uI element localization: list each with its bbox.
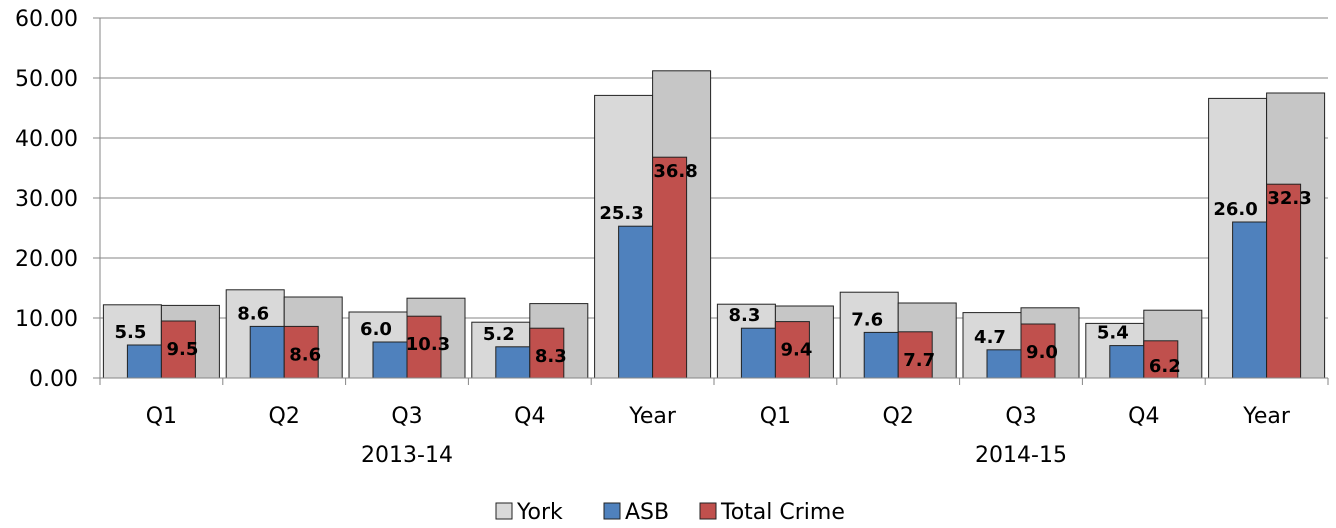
- legend-swatch: [495, 502, 513, 520]
- x-category-label: Year: [628, 404, 677, 429]
- legend-swatch: [699, 502, 717, 520]
- x-category-label: Q4: [1128, 404, 1159, 429]
- legend-label: York: [516, 500, 563, 525]
- x-category-label: Q3: [1005, 404, 1036, 429]
- legend-label: Total Crime: [720, 500, 845, 525]
- data-label-asb: 5.2: [483, 324, 515, 345]
- x-category-label: Q3: [391, 404, 422, 429]
- asb-bar: [618, 225, 654, 379]
- asb-bar: [495, 346, 531, 379]
- data-label-total-crime: 7.7: [903, 350, 935, 371]
- data-label-asb: 6.0: [360, 319, 392, 340]
- asb-bar: [863, 331, 899, 379]
- legend-swatch: [603, 502, 621, 520]
- x-category-label: Q4: [514, 404, 545, 429]
- x-category-label: Q2: [269, 404, 300, 429]
- y-tick-label: 40.00: [15, 127, 78, 152]
- asb-bar: [986, 349, 1022, 379]
- y-tick-label: 50.00: [15, 67, 78, 92]
- y-tick-label: 0.00: [29, 367, 78, 392]
- data-label-asb: 5.4: [1097, 323, 1129, 344]
- data-label-total-crime: 9.0: [1026, 342, 1058, 363]
- legend-label: ASB: [625, 500, 669, 525]
- y-tick-labels: 0.00 10.00 20.00 30.00 40.00 50.00 60.00: [15, 7, 78, 392]
- x-category-label: Q1: [146, 404, 177, 429]
- data-label-asb: 4.7: [974, 327, 1006, 348]
- data-label-asb: 8.3: [728, 305, 760, 326]
- data-labels: 5.5 9.5 8.6 8.6 6.0 10.3 5.2 8.3 25.3 36.8 8.3 9.4 7…: [114, 161, 1311, 377]
- data-label-total-crime: 8.3: [535, 346, 567, 367]
- data-label-asb: 5.5: [114, 322, 146, 343]
- gridlines: [100, 17, 1328, 319]
- x-category-label: Year: [1242, 404, 1291, 429]
- asb-bar: [372, 341, 408, 379]
- legend: York ASB Total Crime: [495, 500, 845, 525]
- asb-bar: [126, 344, 162, 379]
- y-tick-label: 10.00: [15, 307, 78, 332]
- data-label-total-crime: 9.4: [780, 340, 812, 361]
- total-crime-bar: [1266, 183, 1302, 379]
- total-crime-bar: [652, 156, 688, 379]
- data-label-asb: 7.6: [851, 309, 883, 330]
- x-category-label: Q2: [883, 404, 914, 429]
- data-label-asb: 26.0: [1213, 199, 1257, 220]
- data-label-total-crime: 6.2: [1149, 356, 1181, 377]
- data-label-total-crime: 8.6: [289, 344, 321, 365]
- y-tick-label: 20.00: [15, 247, 78, 272]
- data-label-asb: 8.6: [237, 303, 269, 324]
- y-tick-label: 60.00: [15, 7, 78, 32]
- data-label-total-crime: 10.3: [406, 334, 450, 355]
- x-category-labels: Q1 Q2 Q3 Q4 Year Q1 Q2 Q3 Q4 Year 2013-14 2014-15: [146, 404, 1291, 468]
- total-crime-bar: [774, 321, 810, 379]
- x-group-label: 2013-14: [361, 443, 453, 468]
- total-crime-bar: [1020, 323, 1056, 379]
- asb-bar: [1232, 221, 1268, 379]
- data-label-total-crime: 36.8: [653, 161, 697, 182]
- total-crime-bar: [406, 315, 442, 379]
- axes: [93, 17, 1329, 385]
- x-group-label: 2014-15: [975, 443, 1067, 468]
- asb-bar: [740, 327, 776, 379]
- data-label-total-crime: 9.5: [166, 339, 198, 360]
- y-tick-label: 30.00: [15, 187, 78, 212]
- total-crime-bar: [283, 325, 319, 379]
- data-label-asb: 25.3: [599, 203, 643, 224]
- asb-bar: [249, 325, 285, 379]
- data-label-total-crime: 32.3: [1267, 188, 1311, 209]
- asb-bar: [1109, 345, 1145, 379]
- total-crime-bar: [160, 320, 196, 379]
- series-bars: [126, 156, 1302, 379]
- total-crime-bar: [1143, 340, 1179, 379]
- total-crime-bar: [529, 327, 565, 379]
- x-category-label: Q1: [760, 404, 791, 429]
